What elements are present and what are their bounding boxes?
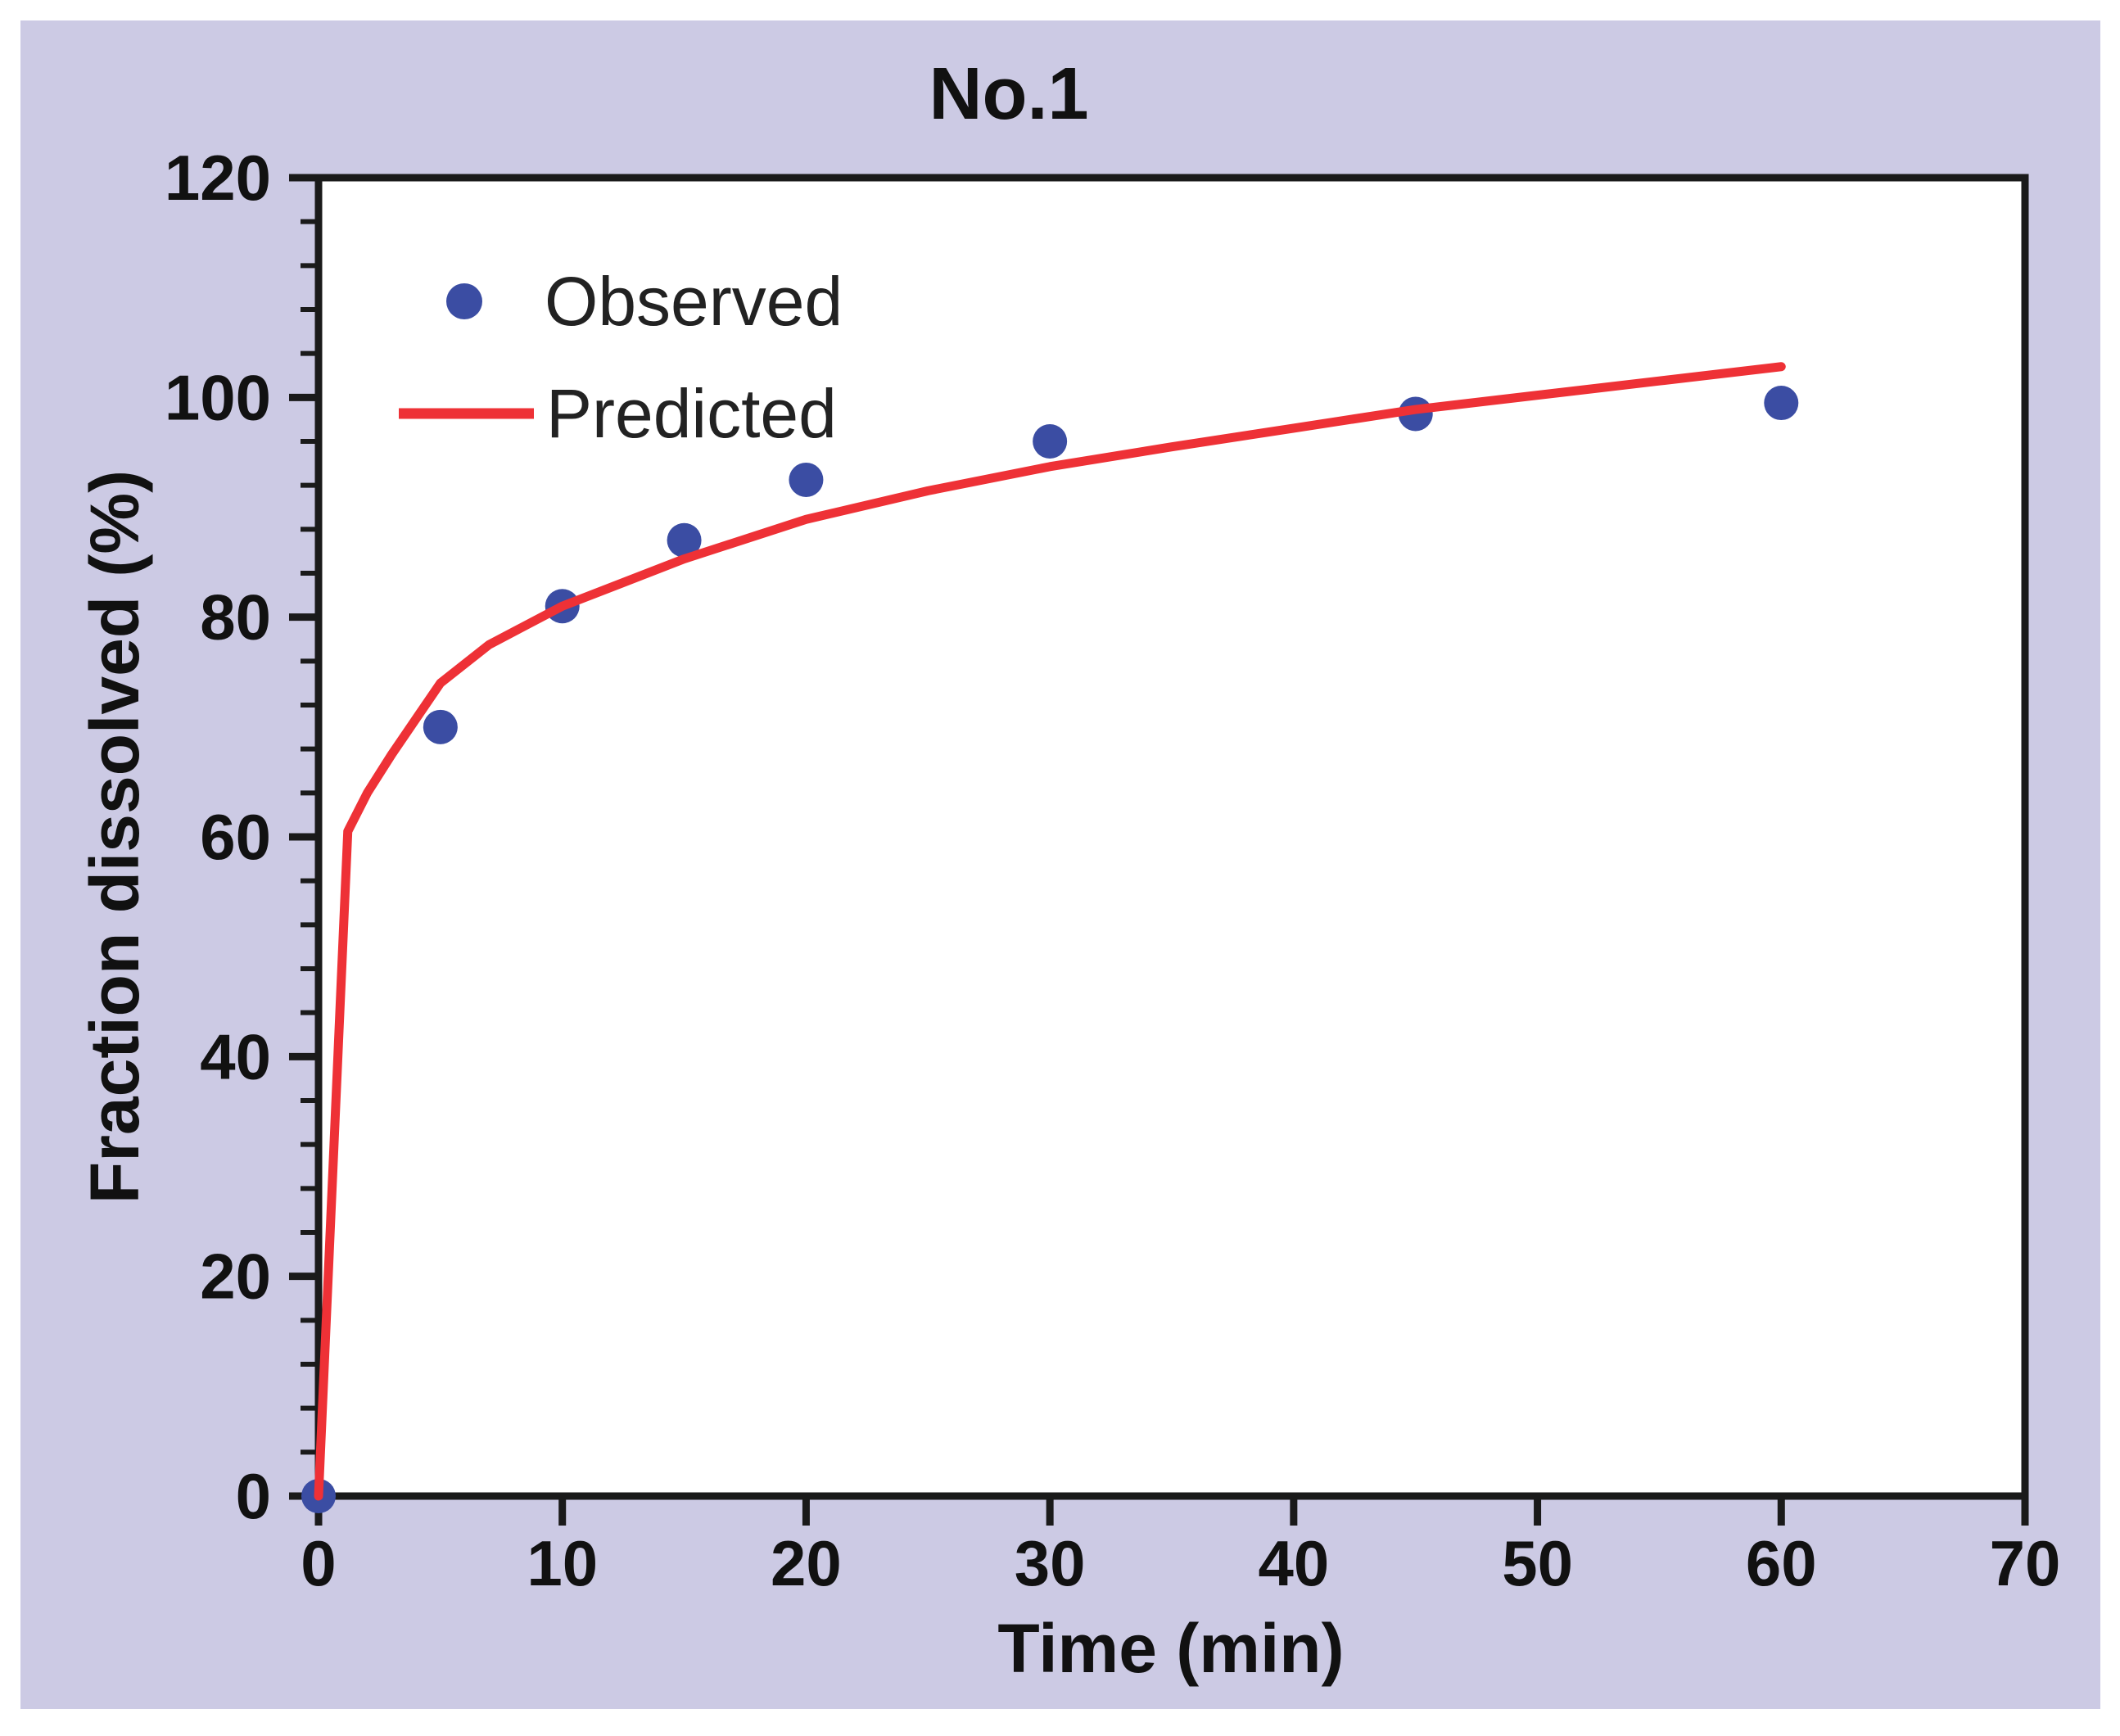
legend-label-observed: Observed	[545, 263, 843, 340]
x-tick-label: 40	[1258, 1527, 1329, 1599]
y-tick-label: 40	[200, 1020, 271, 1092]
x-axis-title: Time (min)	[997, 1610, 1344, 1687]
x-tick-label: 20	[771, 1527, 842, 1599]
y-tick-label: 80	[200, 581, 271, 653]
x-tick-label: 60	[1746, 1527, 1817, 1599]
legend: Observed Predicted	[399, 263, 843, 452]
predicted-curve	[314, 362, 1786, 1501]
x-tick-label: 30	[1015, 1527, 1086, 1599]
x-tick-label: 50	[1502, 1527, 1573, 1599]
legend-label-predicted: Predicted	[546, 375, 837, 452]
y-axis-title: Fraction dissolved (%)	[76, 470, 153, 1204]
legend-marker-observed-dot	[446, 283, 482, 319]
plot-area	[314, 174, 2029, 1500]
y-tick-label: 120	[165, 142, 271, 214]
data-series	[301, 362, 1799, 1513]
x-tick-label: 70	[1990, 1527, 2061, 1599]
x-tick-label: 0	[301, 1527, 336, 1599]
y-tick-label: 60	[200, 801, 271, 873]
observed-data-point	[789, 462, 824, 497]
x-tick-label: 10	[527, 1527, 598, 1599]
observed-data-point	[1033, 424, 1068, 459]
observed-data-point	[667, 522, 702, 558]
observed-data-point	[1764, 386, 1799, 421]
chart-title: No.1	[929, 53, 1088, 135]
axis-tick-labels: 0 20 40 60 80 100 120 0 10 20 30 40 50 60 70	[165, 142, 2061, 1599]
y-tick-label: 20	[200, 1241, 271, 1313]
y-tick-label: 0	[236, 1460, 271, 1532]
y-tick-label: 100	[165, 361, 271, 433]
observed-data-point	[423, 709, 458, 744]
